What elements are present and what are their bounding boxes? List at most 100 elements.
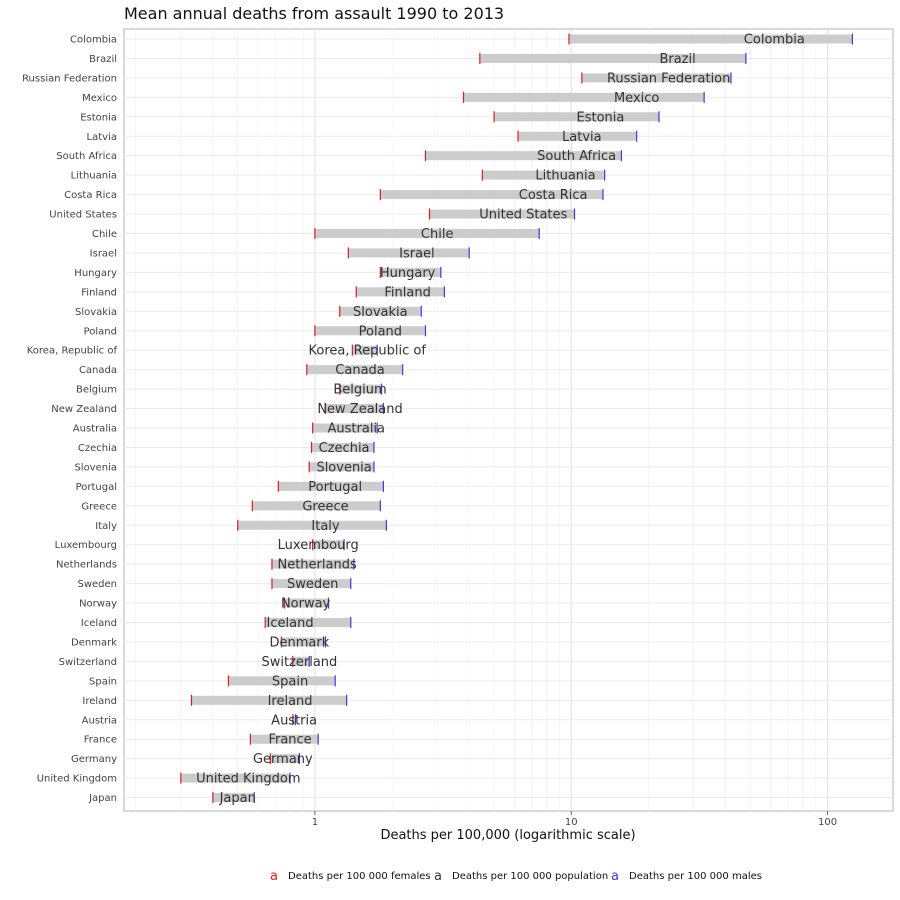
- country-value-label: New Zealand: [317, 402, 402, 417]
- x-axis-ticks: 1 10 100: [312, 811, 837, 828]
- y-tick-label: Spain: [89, 676, 117, 687]
- country-value-label: Portugal: [308, 480, 362, 495]
- y-tick-label: Netherlands: [56, 560, 117, 571]
- y-tick-label: Ireland: [82, 696, 117, 707]
- y-tick-label: Belgium: [76, 385, 117, 396]
- range-bar: [180, 773, 291, 783]
- country-value-label: Russian Federation: [607, 71, 730, 86]
- y-tick-label: Latvia: [87, 132, 117, 143]
- range-bar: [518, 131, 637, 141]
- y-tick-label: Norway: [79, 599, 117, 610]
- y-tick-label: Canada: [79, 365, 117, 376]
- y-tick-label: Chile: [92, 229, 117, 240]
- legend-key: a: [270, 869, 278, 884]
- y-tick-label: South Africa: [56, 151, 117, 162]
- y-tick-label: Switzerland: [59, 657, 117, 668]
- range-bar: [278, 481, 384, 491]
- range-bar: [339, 306, 422, 316]
- range-bar: [271, 559, 354, 569]
- range-bar: [312, 540, 345, 550]
- y-tick-label: United Kingdom: [37, 774, 117, 785]
- legend-key: a: [611, 869, 619, 884]
- y-tick-label: Sweden: [77, 579, 117, 590]
- y-tick-label: Russian Federation: [22, 73, 117, 84]
- range-bar: [352, 345, 378, 355]
- y-tick-label: Slovakia: [75, 307, 117, 318]
- country-value-label: Greece: [302, 499, 348, 514]
- y-tick-label: Colombia: [70, 35, 117, 46]
- y-tick-label: Estonia: [80, 112, 117, 123]
- range-bars: [180, 34, 853, 803]
- range-bar: [339, 384, 382, 394]
- range-bar: [270, 754, 300, 764]
- y-tick-label: Brazil: [89, 54, 117, 65]
- range-bar: [252, 501, 381, 511]
- range-bar: [281, 637, 326, 647]
- country-value-label: Canada: [335, 363, 384, 378]
- x-tick-label: 1: [312, 817, 318, 828]
- legend-label: Deaths per 100 000 males: [629, 871, 762, 882]
- country-value-label: Austria: [271, 713, 317, 728]
- legend-label: Deaths per 100 000 females: [288, 871, 431, 882]
- y-tick-label: Denmark: [71, 637, 117, 648]
- country-value-label: Colombia: [744, 33, 805, 48]
- country-value-label: Denmark: [270, 635, 330, 650]
- country-value-label: Estonia: [577, 110, 625, 125]
- country-value-label: Germany: [253, 752, 313, 767]
- y-tick-label: Korea, Republic of: [27, 346, 118, 357]
- country-value-label: Norway: [281, 597, 331, 612]
- country-value-label: Korea, Republic of: [309, 344, 427, 359]
- legend-label: Deaths per 100 000 population: [452, 871, 608, 882]
- range-bar: [309, 462, 374, 472]
- country-value-label: Czechia: [319, 441, 370, 456]
- country-value-label: Iceland: [267, 616, 314, 631]
- range-bar: [311, 442, 374, 452]
- range-bar: [429, 209, 575, 219]
- country-value-label: Sweden: [287, 577, 338, 592]
- country-value-label: Poland: [359, 324, 402, 339]
- country-value-label: Israel: [399, 246, 435, 261]
- y-tick-label: Finland: [81, 287, 117, 298]
- country-value-label: Mexico: [614, 91, 659, 106]
- y-tick-label: Italy: [95, 521, 117, 532]
- country-value-label: Lithuania: [535, 169, 595, 184]
- y-tick-label: France: [84, 735, 117, 746]
- range-bar: [265, 618, 351, 627]
- range-bar: [284, 598, 329, 608]
- country-value-label: Luxembourg: [278, 538, 359, 553]
- country-value-label: Chile: [421, 227, 454, 242]
- range-bar: [325, 404, 384, 414]
- y-tick-label: New Zealand: [51, 404, 117, 415]
- y-tick-label: Poland: [84, 326, 117, 337]
- y-tick-label: Luxembourg: [55, 540, 117, 551]
- range-bar: [312, 423, 378, 433]
- value-ticks: [180, 33, 854, 804]
- y-tick-label: Czechia: [78, 443, 117, 454]
- range-bar: [314, 326, 426, 336]
- country-value-label: Belgium: [333, 383, 386, 398]
- country-value-label: Spain: [272, 674, 308, 689]
- y-tick-label: Australia: [73, 424, 117, 435]
- gridlines: [124, 29, 893, 811]
- plot-panel-border: [123, 28, 894, 812]
- range-bar: [306, 365, 403, 375]
- y-tick-label: Slovenia: [74, 462, 117, 473]
- country-value-label: Japan: [219, 791, 256, 806]
- range-bar: [463, 92, 705, 102]
- range-bar: [292, 656, 310, 666]
- range-bar: [380, 267, 441, 277]
- range-bar: [237, 520, 387, 530]
- y-tick-label: Hungary: [74, 268, 117, 279]
- y-tick-label: Lithuania: [71, 171, 117, 182]
- range-bar: [228, 676, 336, 686]
- range-bar: [212, 793, 255, 803]
- country-value-label: Australia: [328, 422, 386, 437]
- country-value-label: France: [268, 733, 311, 748]
- country-value-label: Finland: [384, 285, 430, 300]
- range-bar: [494, 112, 660, 122]
- y-tick-label: Israel: [90, 248, 117, 259]
- in-plot-labels: Colombia Brazil Russian Federation Mexico Es…: [196, 33, 805, 807]
- range-bar: [479, 53, 746, 63]
- country-value-label: United States: [479, 208, 567, 223]
- range-bar: [314, 229, 540, 238]
